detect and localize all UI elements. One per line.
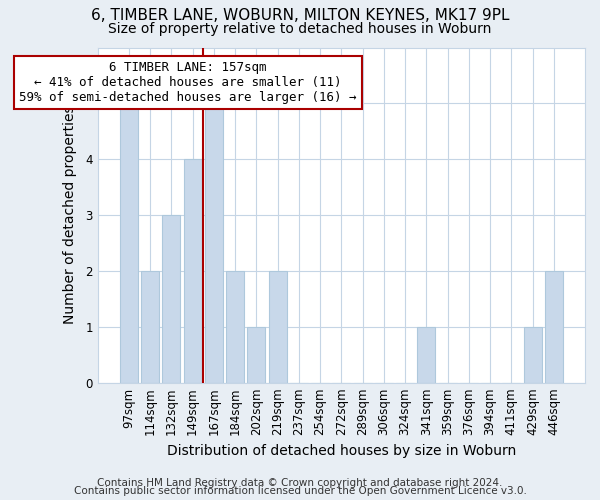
Text: 6, TIMBER LANE, WOBURN, MILTON KEYNES, MK17 9PL: 6, TIMBER LANE, WOBURN, MILTON KEYNES, M…	[91, 8, 509, 22]
Bar	[269, 271, 287, 382]
X-axis label: Distribution of detached houses by size in Woburn: Distribution of detached houses by size …	[167, 444, 516, 458]
Bar	[163, 215, 181, 382]
Bar	[545, 271, 563, 382]
Text: 6 TIMBER LANE: 157sqm
← 41% of detached houses are smaller (11)
59% of semi-deta: 6 TIMBER LANE: 157sqm ← 41% of detached …	[19, 61, 356, 104]
Bar	[184, 159, 202, 382]
Bar	[141, 271, 159, 382]
Bar	[205, 104, 223, 382]
Text: Contains HM Land Registry data © Crown copyright and database right 2024.: Contains HM Land Registry data © Crown c…	[97, 478, 503, 488]
Bar	[524, 327, 542, 382]
Bar	[120, 104, 138, 382]
Text: Contains public sector information licensed under the Open Government Licence v3: Contains public sector information licen…	[74, 486, 526, 496]
Bar	[226, 271, 244, 382]
Bar	[247, 327, 265, 382]
Text: Size of property relative to detached houses in Woburn: Size of property relative to detached ho…	[109, 22, 491, 36]
Bar	[418, 327, 436, 382]
Y-axis label: Number of detached properties: Number of detached properties	[63, 106, 77, 324]
